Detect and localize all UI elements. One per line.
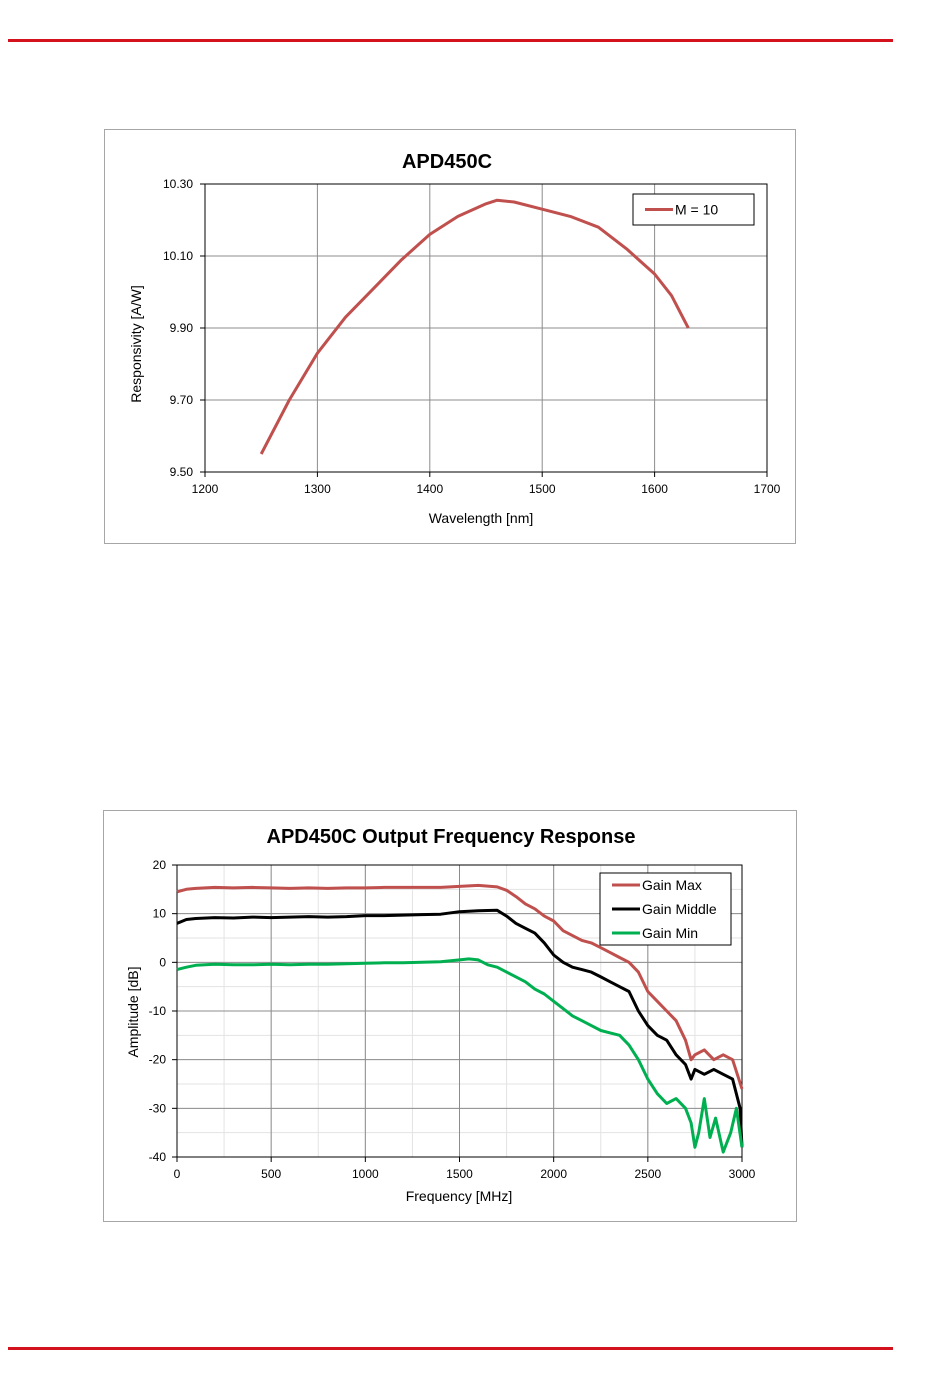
y-tick-label: 20: [153, 858, 167, 872]
responsivity-chart: APD450C 1200 1300 1400 1500 1600 1700 10.30 10.…: [104, 129, 796, 544]
x-tick-label: 1500: [446, 1167, 473, 1181]
series-line-gain-max: [176, 883, 744, 1090]
y-tick-label: 9.50: [170, 465, 194, 479]
x-axis-title: Frequency [MHz]: [406, 1188, 513, 1204]
y-tick-label: -20: [149, 1053, 167, 1067]
legend-label: Gain Middle: [642, 901, 717, 917]
y-tick-label: 10.10: [163, 249, 193, 263]
x-tick-label: 0: [174, 1167, 181, 1181]
x-tick-label: 1400: [416, 482, 443, 496]
y-tick-label: -30: [149, 1101, 167, 1115]
x-tick-label: 1000: [352, 1167, 379, 1181]
x-tick-label: 1500: [529, 482, 556, 496]
y-tick-label: 10.30: [163, 177, 193, 191]
y-tick-label: 0: [159, 955, 166, 969]
x-axis-title: Wavelength [nm]: [429, 510, 534, 526]
chart-title: APD450C: [402, 151, 492, 173]
x-tick-label: 500: [261, 1167, 281, 1181]
y-axis-title: Responsivity [A/W]: [128, 285, 144, 402]
y-tick-label: -40: [149, 1150, 167, 1164]
x-tick-label: 1200: [192, 482, 219, 496]
x-tick-label: 3000: [729, 1167, 756, 1181]
y-axis-title: Amplitude [dB]: [125, 966, 141, 1057]
frequency-response-chart: APD450C Output Frequency Response 0 500 10…: [103, 810, 797, 1222]
series-line-gain-min: [176, 957, 744, 1154]
footer-rule: [8, 1347, 893, 1350]
y-tick-label: 10: [153, 907, 167, 921]
legend-label: M = 10: [675, 202, 718, 218]
chart-title: APD450C Output Frequency Response: [267, 826, 636, 848]
header-rule: [8, 39, 893, 42]
x-tick-label: 2500: [634, 1167, 661, 1181]
y-tick-label: 9.90: [170, 321, 194, 335]
x-tick-label: 2000: [540, 1167, 567, 1181]
frequency-response-chart-svg: APD450C Output Frequency Response 0 500 10…: [125, 826, 756, 1204]
x-tick-label: 1300: [304, 482, 331, 496]
x-tick-label: 1600: [641, 482, 668, 496]
y-tick-label: 9.70: [170, 393, 194, 407]
legend-label: Gain Min: [642, 925, 698, 941]
responsivity-chart-svg: APD450C 1200 1300 1400 1500 1600 1700 10.30 10.…: [128, 151, 781, 526]
series-line-gain-middle: [176, 908, 744, 1148]
legend-label: Gain Max: [642, 877, 702, 893]
x-tick-label: 1700: [754, 482, 781, 496]
chart-legend: Gain Max Gain Middle Gain Min: [599, 872, 732, 946]
y-tick-label: -10: [149, 1004, 167, 1018]
chart-legend: M = 10: [632, 193, 755, 226]
series-line-m-10: [259, 198, 690, 455]
